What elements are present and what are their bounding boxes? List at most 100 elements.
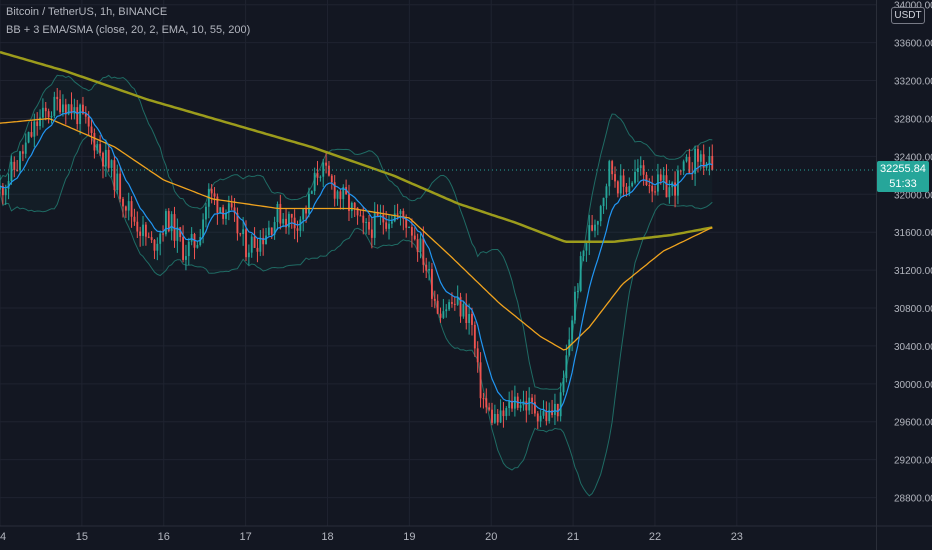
candle[interactable]	[679, 170, 682, 176]
candle[interactable]	[262, 228, 265, 256]
candle[interactable]	[113, 155, 116, 198]
ema55-line[interactable]	[0, 117, 713, 351]
candle[interactable]	[348, 184, 350, 222]
candle[interactable]	[662, 167, 665, 191]
candle[interactable]	[153, 238, 156, 260]
candle[interactable]	[622, 169, 625, 197]
candle[interactable]	[519, 399, 522, 412]
candle[interactable]	[107, 145, 110, 172]
candle[interactable]	[90, 119, 93, 145]
candle[interactable]	[156, 237, 159, 261]
candle[interactable]	[164, 208, 167, 237]
candle[interactable]	[173, 206, 176, 248]
candle[interactable]	[614, 166, 616, 188]
candle[interactable]	[508, 391, 511, 416]
candle[interactable]	[405, 214, 408, 238]
candle[interactable]	[585, 242, 588, 262]
candle[interactable]	[528, 387, 531, 415]
candle[interactable]	[445, 304, 448, 318]
candle[interactable]	[330, 174, 333, 190]
candle[interactable]	[505, 406, 508, 421]
candle[interactable]	[554, 393, 556, 426]
candle[interactable]	[571, 315, 574, 352]
candle[interactable]	[396, 203, 399, 220]
candle[interactable]	[41, 98, 44, 128]
bollinger-upper-line[interactable]	[0, 74, 713, 390]
candle[interactable]	[582, 250, 585, 262]
candle[interactable]	[648, 178, 651, 194]
candle[interactable]	[499, 399, 502, 424]
candle[interactable]	[422, 226, 425, 273]
candle[interactable]	[408, 226, 410, 229]
candle[interactable]	[574, 286, 576, 324]
candle[interactable]	[102, 151, 104, 179]
candle[interactable]	[64, 98, 67, 125]
candle[interactable]	[310, 190, 313, 195]
candle[interactable]	[333, 175, 336, 207]
symbol-title[interactable]: Bitcoin / TetherUS, 1h, BINANCE	[6, 6, 168, 18]
candle[interactable]	[468, 303, 471, 335]
candle[interactable]	[265, 227, 267, 245]
candle[interactable]	[270, 227, 273, 239]
candle[interactable]	[496, 409, 499, 426]
candle[interactable]	[556, 403, 559, 422]
candle[interactable]	[359, 209, 362, 217]
candle[interactable]	[596, 220, 599, 236]
candle[interactable]	[285, 208, 287, 234]
candle[interactable]	[471, 307, 473, 336]
bollinger-lower-line[interactable]	[0, 134, 713, 497]
candle[interactable]	[99, 135, 102, 156]
indicator-legend[interactable]: BB + 3 EMA/SMA (close, 20, 2, EMA, 10, 5…	[6, 24, 251, 36]
candle[interactable]	[236, 207, 239, 241]
candle[interactable]	[636, 159, 639, 183]
candle[interactable]	[56, 88, 59, 111]
candle[interactable]	[308, 187, 310, 218]
candle[interactable]	[124, 205, 127, 218]
candle[interactable]	[70, 92, 73, 120]
candle[interactable]	[370, 218, 373, 249]
candle[interactable]	[79, 103, 82, 135]
candle[interactable]	[119, 167, 122, 203]
candle[interactable]	[213, 187, 216, 206]
candle[interactable]	[493, 404, 496, 424]
candle[interactable]	[651, 175, 654, 203]
candle[interactable]	[525, 390, 528, 423]
candle[interactable]	[44, 102, 47, 121]
candle[interactable]	[425, 257, 428, 279]
candle[interactable]	[10, 155, 13, 185]
candle[interactable]	[688, 148, 691, 173]
candle[interactable]	[368, 215, 370, 235]
candle[interactable]	[645, 172, 648, 187]
candle[interactable]	[708, 146, 711, 176]
candle[interactable]	[711, 144, 714, 171]
candle[interactable]	[453, 296, 456, 311]
candle[interactable]	[122, 196, 124, 218]
candle[interactable]	[562, 370, 565, 396]
candle[interactable]	[402, 208, 405, 231]
candle[interactable]	[199, 229, 202, 247]
candle[interactable]	[279, 194, 282, 230]
candle[interactable]	[316, 160, 319, 186]
candle[interactable]	[127, 192, 130, 221]
candle[interactable]	[416, 233, 419, 262]
candle[interactable]	[602, 197, 605, 214]
candle[interactable]	[599, 204, 602, 227]
candle[interactable]	[376, 204, 379, 217]
candle[interactable]	[588, 214, 591, 256]
candle[interactable]	[225, 209, 227, 225]
candle[interactable]	[350, 201, 353, 219]
candle[interactable]	[50, 111, 53, 124]
candle[interactable]	[325, 151, 328, 174]
candle[interactable]	[482, 392, 485, 409]
candle[interactable]	[47, 108, 50, 124]
candle[interactable]	[356, 207, 359, 225]
candle[interactable]	[473, 321, 476, 357]
candle[interactable]	[322, 159, 325, 188]
candle[interactable]	[631, 181, 634, 188]
candle[interactable]	[465, 293, 468, 330]
candle[interactable]	[319, 175, 322, 182]
candle[interactable]	[522, 390, 525, 411]
candle[interactable]	[276, 201, 279, 231]
candle[interactable]	[302, 208, 305, 232]
candle[interactable]	[634, 159, 636, 185]
